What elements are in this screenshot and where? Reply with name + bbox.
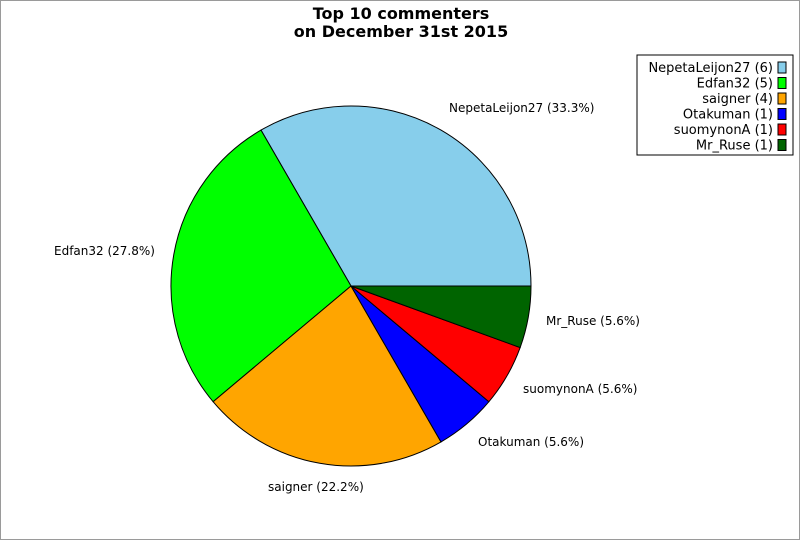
slice-label-otakuman: Otakuman (5.6%): [478, 435, 584, 449]
pie-slice-edfan32: [170, 129, 352, 403]
pie-slice-nepetaleijon27: [260, 105, 532, 287]
legend-swatch-edfan32: [777, 77, 787, 89]
chart-title-line-1: Top 10 commenters: [313, 4, 490, 23]
slice-label-nepetaleijon27: NepetaLeijon27 (33.3%): [449, 101, 594, 115]
legend-entry-nepetaleijon27: NepetaLeijon27 (6): [648, 61, 773, 76]
slice-label-saigner: saigner (22.2%): [268, 480, 364, 494]
slice-label-suomynona: suomynonA (5.6%): [523, 382, 637, 396]
legend-entry-suomynona: suomynonA (1): [674, 123, 773, 138]
pie-slice-mr-ruse: [350, 285, 532, 349]
legend-entry-otakuman: Otakuman (1): [683, 108, 773, 123]
legend-box: [636, 54, 794, 156]
slice-labels: NepetaLeijon27 (33.3%) Edfan32 (27.8%) sai…: [54, 101, 640, 494]
chart-title-line-2: on December 31st 2015: [294, 22, 508, 41]
legend-swatch-mr-ruse: [777, 139, 787, 151]
legend-swatch-nepetaleijon27: [777, 61, 787, 74]
legend-entry-edfan32: Edfan32 (5): [697, 77, 773, 92]
legend-swatch-saigner: [777, 92, 787, 105]
legend: NepetaLeijon27 (6)Edfan32 (5)saigner (4)…: [636, 54, 794, 156]
slice-label-mr-ruse: Mr_Ruse (5.6%): [546, 314, 640, 328]
legend-entry-mr-ruse: Mr_Ruse (1): [696, 139, 773, 154]
slice-label-edfan32: Edfan32 (27.8%): [54, 244, 155, 258]
pie-slice-saigner: [212, 285, 442, 467]
pie-slices: [170, 105, 532, 467]
legend-swatch-suomynona: [777, 123, 787, 136]
legend-swatch-otakuman: [777, 108, 787, 120]
legend-entry-saigner: saigner (4): [702, 92, 773, 107]
